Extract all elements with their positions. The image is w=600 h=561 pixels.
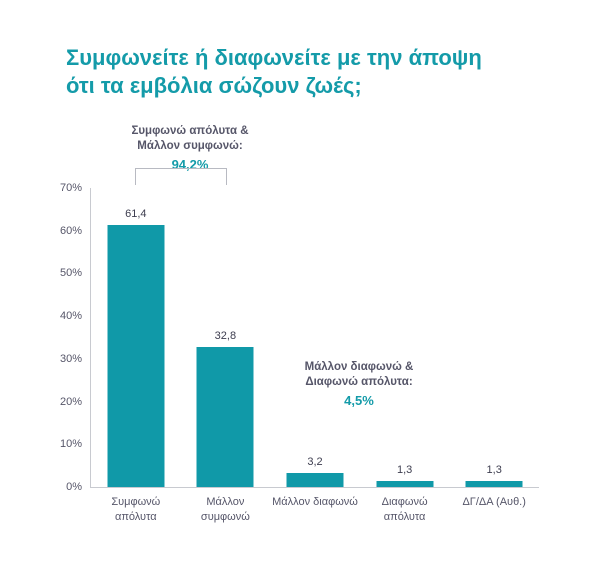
- bar-value-label: 3,2: [307, 456, 323, 469]
- y-tick-label: 0%: [66, 481, 82, 493]
- bar: [376, 481, 434, 487]
- x-axis-label: Συμφωνώ απόλυτα: [111, 496, 161, 523]
- x-axis-label: Μάλλον διαφωνώ: [272, 496, 358, 508]
- agree-annotation-line2: Μάλλον συμφωνώ:: [137, 140, 243, 152]
- disagree-annotation-line2: Διαφωνώ απόλυτα:: [305, 376, 413, 388]
- y-tick-label: 70%: [59, 182, 82, 194]
- agree-bracket: [135, 168, 227, 185]
- bars-container: 61,4 Συμφωνώ απόλυτα 32,8 Μάλλον συμφωνώ 3,2…: [91, 188, 539, 523]
- bar: [196, 346, 254, 487]
- y-tick-label: 10%: [59, 438, 82, 451]
- chart-title: Συμφωνείτε ή διαφωνείτε με την άποψη ότι …: [66, 44, 482, 100]
- x-axis-label: Διαφωνώ απόλυτα: [381, 496, 428, 523]
- y-axis: 0% 10% 20% 30% 40% 50% 60% 70%: [60, 182, 539, 493]
- bar-value-label: 1,3: [486, 464, 502, 477]
- chart-title-line1: Συμφωνείτε ή διαφωνείτε με την άποψη: [66, 45, 482, 70]
- bar-value-label: 1,3: [396, 464, 413, 477]
- bar: [107, 224, 165, 487]
- y-tick-label: 50%: [59, 267, 82, 280]
- disagree-annotation: Μάλλον διαφωνώ & Διαφωνώ απόλυτα: 4,5%: [249, 360, 469, 408]
- disagree-annotation-text: Μάλλον διαφωνώ & Διαφωνώ απόλυτα:: [249, 360, 469, 390]
- disagree-annotation-value: 4,5%: [344, 393, 374, 408]
- disagree-annotation-line1: Μάλλον διαφωνώ &: [304, 361, 414, 373]
- y-tick-label: 40%: [59, 310, 82, 323]
- agree-annotation-text: Συμφωνώ απόλυτα & Μάλλον συμφωνώ:: [80, 124, 300, 154]
- chart-title-line2: ότι τα εμβόλια σώζουν ζωές;: [66, 73, 362, 98]
- x-axis-label: ΔΓ/ΔΑ (Αυθ.): [462, 496, 526, 508]
- bar: [286, 473, 344, 487]
- bar: [465, 481, 523, 487]
- agree-annotation: Συμφωνώ απόλυτα & Μάλλον συμφωνώ: 94,2%: [80, 124, 300, 172]
- y-tick-label: 30%: [59, 352, 82, 365]
- x-axis-label: Μάλλον συμφωνώ: [200, 496, 250, 523]
- agree-annotation-line1: Συμφωνώ απόλυτα &: [131, 125, 249, 137]
- y-tick-label: 60%: [59, 224, 82, 237]
- y-tick-label: 20%: [59, 395, 82, 408]
- bar-value-label: 32,8: [214, 329, 237, 342]
- plot-area: 0% 10% 20% 30% 40% 50% 60% 70% 61,4 Συμφωνώ απόλ…: [60, 182, 539, 523]
- bar-value-label: 61,4: [125, 207, 147, 220]
